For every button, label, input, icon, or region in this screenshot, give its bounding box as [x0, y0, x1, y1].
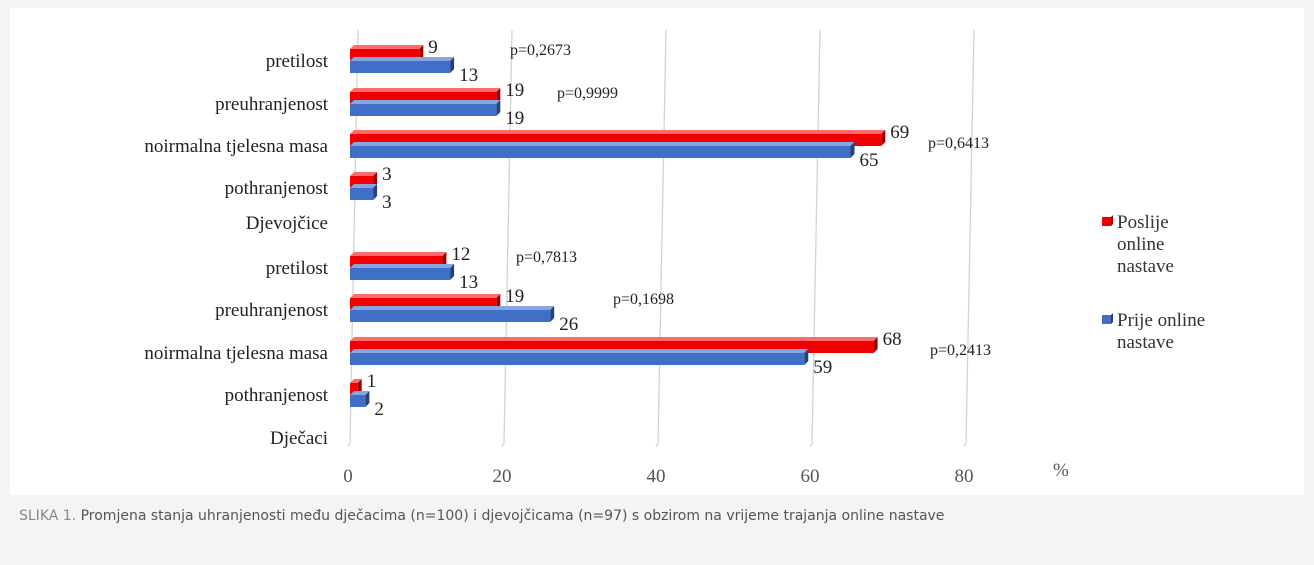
data-label-prije-1-2: 59: [813, 357, 832, 378]
bar-prije-1-3-side: [365, 391, 370, 407]
grid-foot-0: [347, 442, 351, 448]
x-tick-label-0: 0: [343, 466, 353, 487]
data-label-poslije-1-2: 68: [883, 329, 902, 350]
caption-text: Promjena stanja uhranjenosti među dječac…: [80, 508, 945, 524]
data-label-poslije-1-0: 12: [451, 244, 470, 265]
bar-prije-1-2: [350, 353, 805, 365]
legend-label-prije-0: Prije online: [1117, 310, 1205, 331]
bar-prije-0-3: [350, 188, 374, 200]
x-unit-label: %: [1053, 460, 1069, 481]
data-label-prije-0-3: 3: [382, 192, 392, 213]
category-label-0-3: pothranjenost: [225, 178, 329, 199]
legend-label-poslije-0: Poslije: [1117, 212, 1169, 233]
bar-poslije-1-0-top: [350, 252, 447, 256]
caption-label: SLIKA 1.: [19, 508, 77, 524]
data-label-prije-0-2: 65: [860, 150, 879, 171]
bar-prije-0-2-top: [350, 142, 855, 146]
bar-poslije-1-3: [350, 383, 358, 395]
category-label-0-0: pretilost: [266, 51, 329, 72]
bar-prije-1-0-side: [450, 264, 455, 280]
bar-prije-0-0-top: [350, 57, 455, 61]
group-label-1: Dječaci: [270, 428, 328, 449]
bar-prije-1-3-top: [350, 391, 370, 395]
grid-foot-80: [963, 442, 967, 448]
data-label-poslije-0-0: 9: [428, 37, 438, 58]
bar-prije-0-3-top: [350, 184, 378, 188]
gridline-60: [811, 29, 821, 444]
legend-label-prije-1: nastave: [1117, 332, 1174, 353]
data-label-prije-0-1: 19: [505, 108, 524, 129]
bar-prije-1-0: [350, 268, 451, 280]
data-label-prije-1-3: 2: [374, 399, 384, 420]
bar-chart: 0 20 40 60 80 %pretilost913p=0,2673preuhranje…: [144, 29, 1205, 487]
gridline-80: [965, 29, 975, 444]
bar-poslije-1-2-top: [350, 337, 878, 341]
bar-prije-1-2-side: [804, 349, 809, 365]
data-label-poslije-0-2: 69: [890, 122, 909, 143]
p-value-0-1: p=0,9999: [557, 85, 618, 102]
p-value-1-2: p=0,2413: [930, 342, 991, 359]
legend-swatch-side-prije: [1111, 313, 1113, 324]
bar-prije-0-2: [350, 146, 851, 158]
x-tick-label-20: 20: [493, 466, 512, 487]
p-value-1-0: p=0,7813: [516, 249, 577, 266]
bar-prije-0-2-side: [850, 142, 855, 158]
category-label-1-2: noirmalna tjelesna masa: [144, 343, 328, 364]
group-label-0: Djevojčice: [246, 213, 328, 234]
bar-prije-0-0: [350, 61, 451, 73]
legend-swatch-poslije: [1102, 217, 1111, 226]
category-label-1-1: preuhranjenost: [215, 300, 329, 321]
bar-prije-0-1-top: [350, 100, 501, 104]
bar-prije-1-1-side: [550, 306, 555, 322]
legend-label-poslije-1: online: [1117, 234, 1165, 255]
data-label-prije-0-0: 13: [459, 65, 478, 86]
bar-prije-0-0-side: [450, 57, 455, 73]
x-tick-label-60: 60: [801, 466, 820, 487]
bar-poslije-1-1-top: [350, 294, 501, 298]
bar-poslije-0-2-top: [350, 130, 886, 134]
bar-poslije-0-2-side: [881, 130, 886, 146]
bar-poslije-0-0-top: [350, 45, 424, 49]
bar-poslije-0-3-top: [350, 172, 378, 176]
bar-poslije-0-1-top: [350, 88, 501, 92]
p-value-1-1: p=0,1698: [613, 291, 674, 308]
grid-foot-40: [655, 442, 659, 448]
legend-swatch-side-poslije: [1111, 215, 1113, 226]
bar-prije-1-1: [350, 310, 551, 322]
bar-prije-1-0-top: [350, 264, 455, 268]
gridline-40: [657, 29, 667, 444]
p-value-0-0: p=0,2673: [510, 42, 571, 59]
legend-swatch-prije: [1102, 315, 1111, 324]
grid-foot-60: [809, 442, 813, 448]
bar-prije-1-1-top: [350, 306, 555, 310]
data-label-prije-1-0: 13: [459, 272, 478, 293]
category-label-1-0: pretilost: [266, 258, 329, 279]
data-label-poslije-0-3: 3: [382, 164, 392, 185]
bar-prije-0-3-side: [373, 184, 378, 200]
x-tick-label-40: 40: [647, 466, 666, 487]
bar-prije-1-2-top: [350, 349, 809, 353]
bar-prije-0-1-side: [496, 100, 501, 116]
category-label-0-1: preuhranjenost: [215, 94, 329, 115]
figure-caption: SLIKA 1. Promjena stanja uhranjenosti me…: [19, 506, 1019, 526]
data-label-poslije-1-1: 19: [505, 286, 524, 307]
category-label-1-3: pothranjenost: [225, 385, 329, 406]
bar-poslije-1-3-top: [350, 379, 362, 383]
data-label-poslije-0-1: 19: [505, 80, 524, 101]
gridline-20: [503, 29, 513, 444]
category-label-0-2: noirmalna tjelesna masa: [144, 136, 328, 157]
bar-poslije-1-2-side: [873, 337, 878, 353]
chart-area: 0 20 40 60 80% pretilost 9 13 p=0,2673 preuhranje…: [10, 8, 1304, 495]
data-label-poslije-1-3: 1: [367, 371, 377, 392]
data-label-prije-1-1: 26: [559, 314, 578, 335]
legend-label-poslije-2: nastave: [1117, 256, 1174, 277]
bar-prije-1-3: [350, 395, 366, 407]
grid-foot-20: [501, 442, 505, 448]
bar-prije-0-1: [350, 104, 497, 116]
x-tick-label-80: 80: [955, 466, 974, 487]
p-value-0-2: p=0,6413: [928, 135, 989, 152]
